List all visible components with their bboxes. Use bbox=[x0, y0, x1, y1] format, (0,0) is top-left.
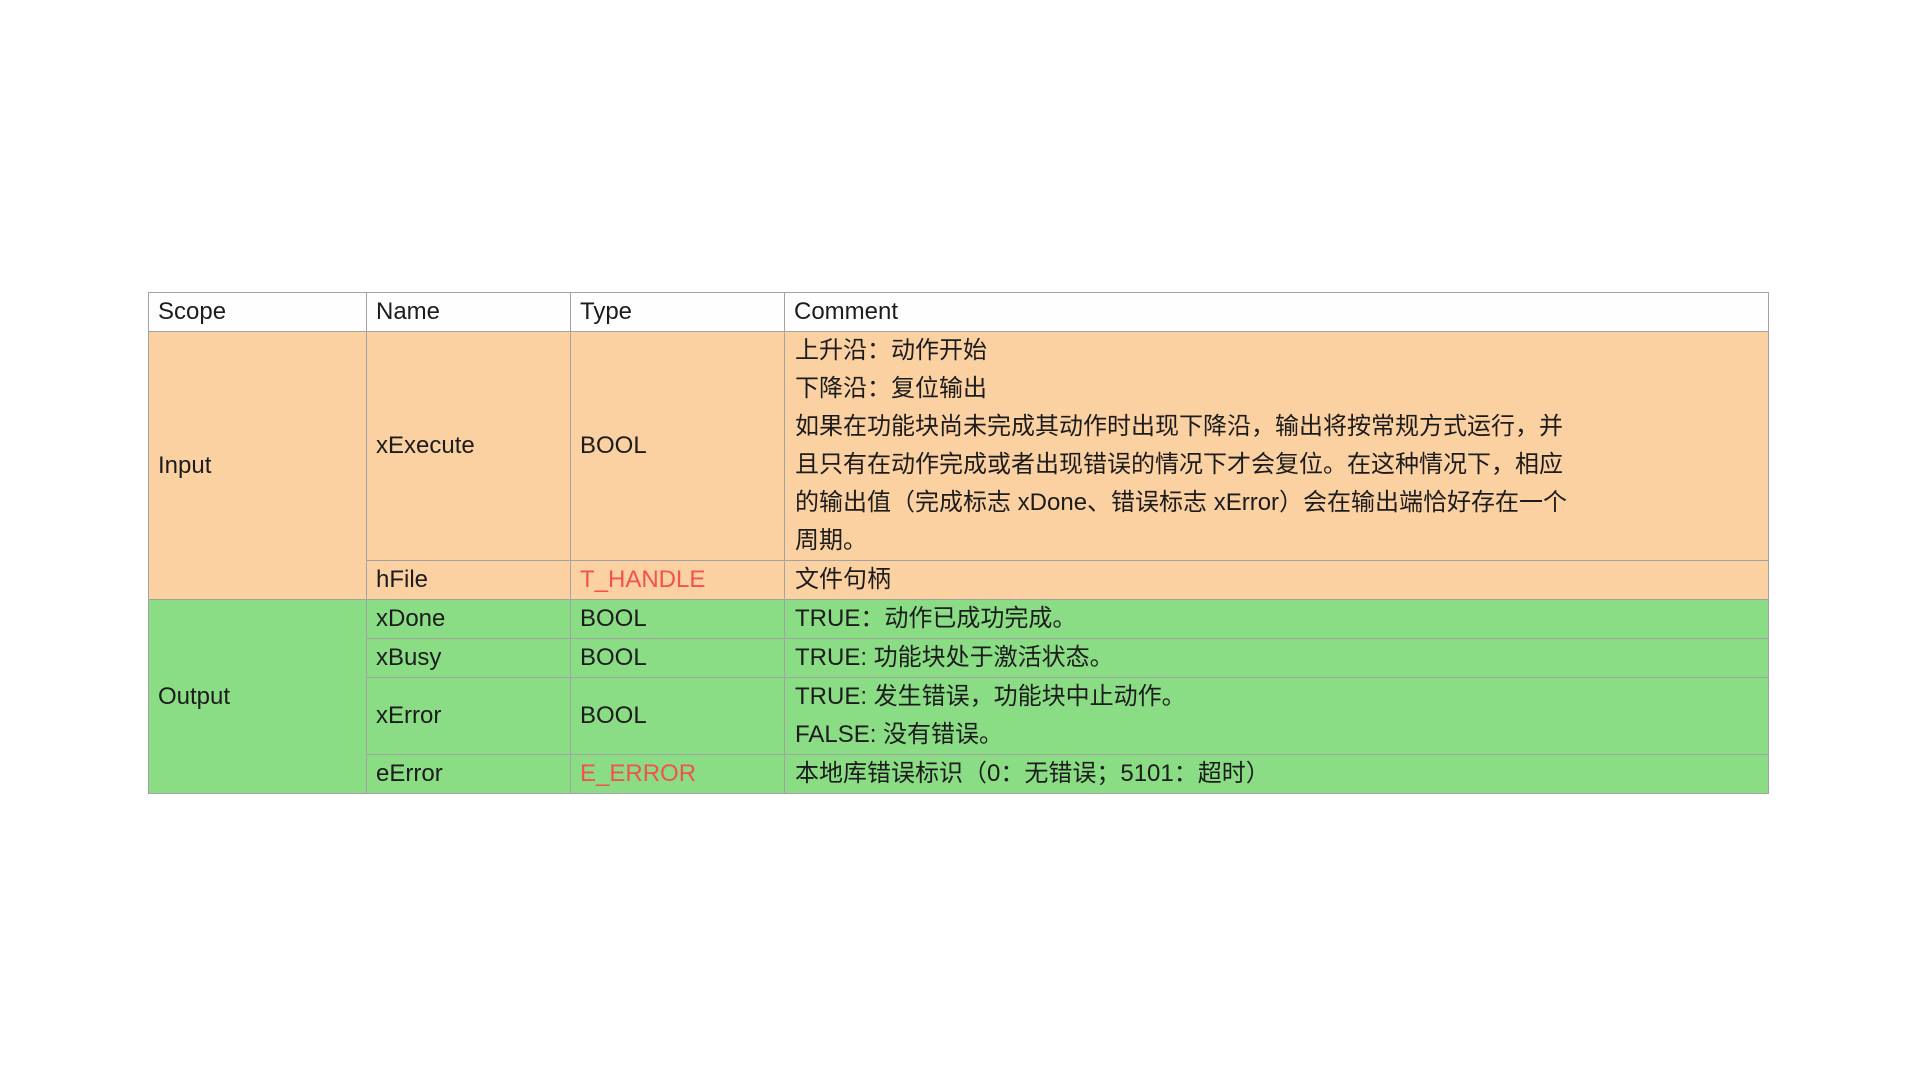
column-header-scope: Scope bbox=[148, 292, 367, 332]
column-header-comment: Comment bbox=[784, 292, 1769, 332]
comment-cell-xerror: TRUE: 发生错误，功能块中止动作。 FALSE: 没有错误。 bbox=[784, 677, 1769, 755]
type-cell-xdone: BOOL bbox=[570, 599, 785, 639]
table-row-hfile: hFile T_HANDLE 文件句柄 bbox=[149, 560, 1769, 600]
comment-cell-hfile: 文件句柄 bbox=[784, 560, 1769, 600]
table-row-xexecute: Input xExecute BOOL 上升沿：动作开始 下降沿：复位输出 如果… bbox=[148, 331, 1769, 600]
name-cell-xdone: xDone bbox=[366, 599, 571, 639]
table-row-xbusy: xBusy BOOL TRUE: 功能块处于激活状态。 bbox=[149, 638, 1769, 678]
type-cell-hfile: T_HANDLE bbox=[570, 560, 785, 600]
name-cell-eerror: eError bbox=[366, 754, 571, 794]
type-cell-xbusy: BOOL bbox=[570, 638, 785, 678]
column-header-name: Name bbox=[366, 292, 571, 332]
type-cell-xerror: BOOL bbox=[570, 677, 785, 755]
scope-cell-input: Input bbox=[148, 331, 367, 600]
function-block-io-table: Scope Name Type Comment Input xExecute B… bbox=[148, 292, 1769, 794]
comment-cell-xexecute: 上升沿：动作开始 下降沿：复位输出 如果在功能块尚未完成其动作时出现下降沿，输出… bbox=[784, 331, 1769, 561]
name-cell-hfile: hFile bbox=[366, 560, 571, 600]
name-cell-xbusy: xBusy bbox=[366, 638, 571, 678]
scope-cell-output: Output bbox=[148, 599, 367, 794]
comment-cell-xbusy: TRUE: 功能块处于激活状态。 bbox=[784, 638, 1769, 678]
type-cell-xexecute: BOOL bbox=[570, 331, 785, 561]
column-header-type: Type bbox=[570, 292, 785, 332]
name-cell-xexecute: xExecute bbox=[366, 331, 571, 561]
table-row-xerror: xError BOOL TRUE: 发生错误，功能块中止动作。 FALSE: 没… bbox=[149, 677, 1769, 755]
comment-cell-xdone: TRUE：动作已成功完成。 bbox=[784, 599, 1769, 639]
type-cell-eerror: E_ERROR bbox=[570, 754, 785, 794]
table-row-xdone: Output xDone BOOL TRUE：动作已成功完成。 bbox=[148, 599, 1769, 794]
table-row-eerror: eError E_ERROR 本地库错误标识（0：无错误；5101：超时） bbox=[149, 754, 1769, 794]
name-cell-xerror: xError bbox=[366, 677, 571, 755]
table-header-row: Scope Name Type Comment bbox=[148, 292, 1769, 332]
comment-cell-eerror: 本地库错误标识（0：无错误；5101：超时） bbox=[784, 754, 1769, 794]
